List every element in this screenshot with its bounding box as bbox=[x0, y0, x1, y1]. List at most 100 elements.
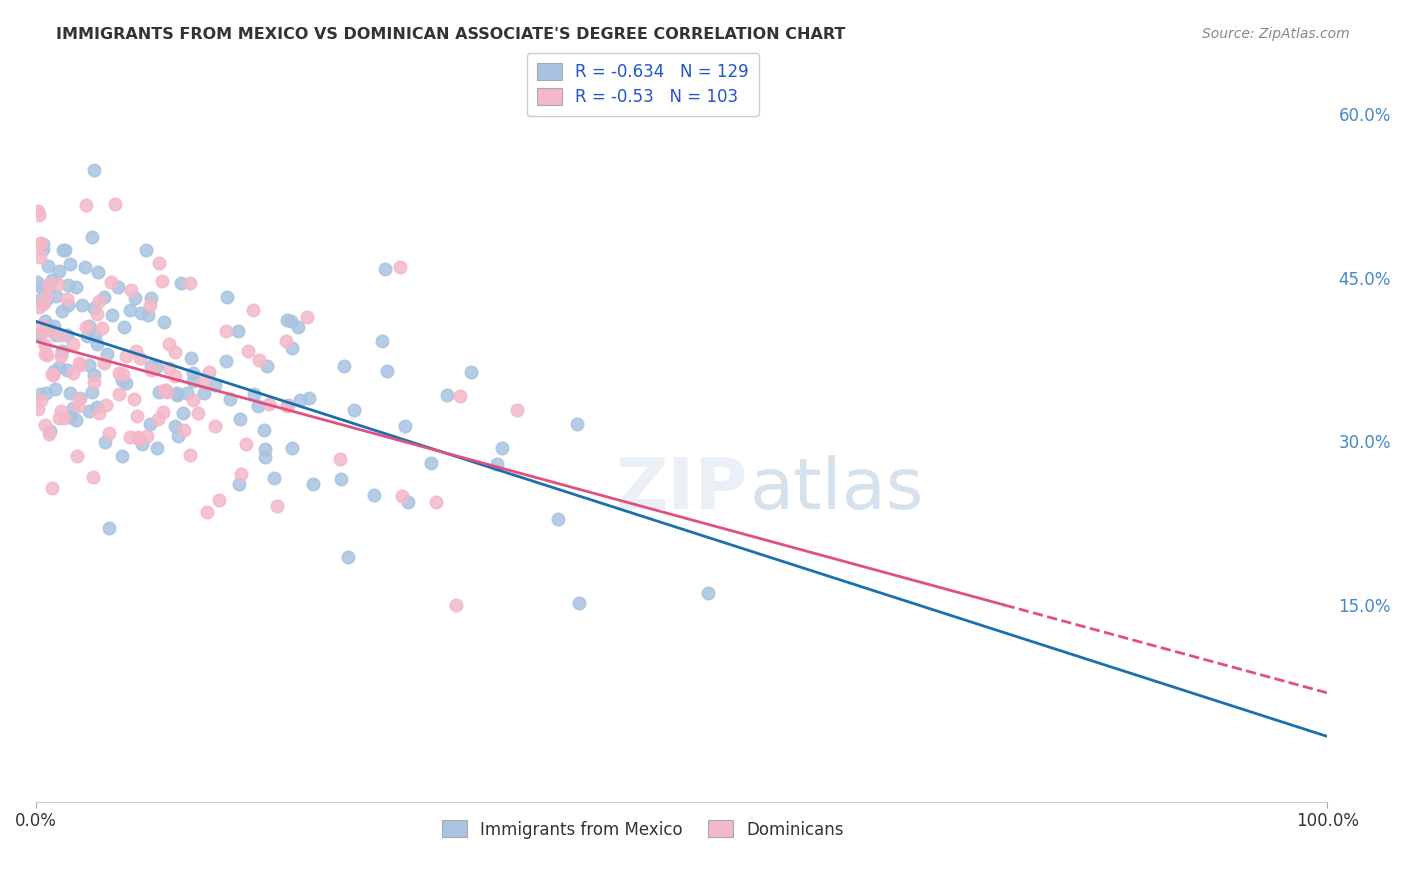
Point bbox=[76, 329, 98, 343]
Point bbox=[150, 274, 173, 288]
Point bbox=[274, 334, 297, 349]
Point bbox=[30, 292, 52, 306]
Point bbox=[120, 303, 142, 318]
Point bbox=[49, 327, 72, 342]
Point bbox=[287, 319, 309, 334]
Point bbox=[179, 448, 201, 462]
Point bbox=[28, 208, 51, 222]
Point bbox=[298, 392, 321, 406]
Point bbox=[148, 256, 170, 270]
Point bbox=[69, 358, 91, 372]
Text: ZIP: ZIP bbox=[616, 456, 748, 524]
Point bbox=[122, 392, 145, 406]
Point bbox=[281, 441, 304, 455]
Point bbox=[59, 386, 82, 401]
Point bbox=[198, 365, 221, 379]
Point bbox=[86, 400, 108, 414]
Point bbox=[72, 298, 94, 312]
Point bbox=[101, 308, 124, 322]
Point bbox=[506, 403, 529, 417]
Point bbox=[27, 402, 49, 417]
Point bbox=[75, 320, 97, 334]
Point bbox=[226, 324, 249, 338]
Point bbox=[375, 364, 398, 378]
Point bbox=[420, 456, 443, 470]
Point bbox=[391, 489, 413, 503]
Point bbox=[131, 436, 153, 450]
Point bbox=[67, 399, 90, 413]
Point bbox=[330, 472, 353, 486]
Point bbox=[84, 327, 107, 342]
Point bbox=[336, 549, 359, 564]
Point bbox=[238, 344, 260, 359]
Point bbox=[32, 236, 55, 251]
Point bbox=[152, 405, 174, 419]
Point bbox=[37, 259, 59, 273]
Point bbox=[75, 198, 97, 212]
Point bbox=[31, 296, 53, 310]
Point bbox=[187, 406, 209, 420]
Point bbox=[56, 292, 79, 306]
Point bbox=[56, 363, 79, 377]
Point bbox=[34, 417, 56, 432]
Point bbox=[396, 495, 419, 509]
Point bbox=[93, 435, 115, 450]
Point bbox=[281, 341, 304, 355]
Point bbox=[46, 277, 69, 292]
Point bbox=[82, 230, 104, 244]
Point bbox=[28, 300, 51, 314]
Point bbox=[145, 360, 167, 375]
Point bbox=[253, 450, 276, 464]
Point bbox=[65, 413, 87, 427]
Point bbox=[197, 505, 219, 519]
Point bbox=[125, 409, 148, 424]
Point bbox=[59, 257, 82, 271]
Point bbox=[139, 291, 162, 305]
Point bbox=[111, 449, 134, 463]
Point bbox=[82, 470, 104, 484]
Point bbox=[45, 289, 67, 303]
Point bbox=[107, 280, 129, 294]
Point bbox=[193, 375, 215, 389]
Point bbox=[253, 423, 276, 437]
Point bbox=[146, 441, 169, 455]
Point bbox=[394, 419, 416, 434]
Point bbox=[146, 411, 169, 425]
Point bbox=[343, 402, 366, 417]
Point bbox=[256, 359, 278, 374]
Point bbox=[215, 354, 238, 368]
Point bbox=[35, 386, 58, 401]
Point bbox=[181, 366, 204, 380]
Point bbox=[79, 318, 101, 333]
Point bbox=[86, 337, 108, 351]
Point bbox=[204, 377, 226, 392]
Point bbox=[115, 349, 138, 363]
Point bbox=[112, 367, 135, 381]
Point bbox=[65, 280, 87, 294]
Point bbox=[124, 291, 146, 305]
Point bbox=[141, 362, 163, 376]
Point bbox=[436, 388, 458, 402]
Point bbox=[51, 344, 73, 359]
Point bbox=[148, 384, 170, 399]
Point bbox=[166, 386, 188, 401]
Point bbox=[329, 451, 352, 466]
Point bbox=[69, 392, 91, 406]
Point bbox=[153, 383, 176, 397]
Point bbox=[96, 347, 118, 361]
Point bbox=[56, 298, 79, 312]
Point bbox=[34, 337, 56, 351]
Point bbox=[42, 364, 65, 378]
Point bbox=[215, 290, 238, 304]
Point bbox=[141, 359, 163, 374]
Point bbox=[93, 290, 115, 304]
Point bbox=[491, 441, 513, 455]
Point bbox=[48, 411, 70, 425]
Point bbox=[152, 315, 174, 329]
Point bbox=[388, 260, 411, 274]
Point bbox=[77, 404, 100, 418]
Point bbox=[127, 430, 149, 444]
Point bbox=[53, 411, 76, 425]
Point bbox=[179, 277, 201, 291]
Point bbox=[131, 306, 153, 320]
